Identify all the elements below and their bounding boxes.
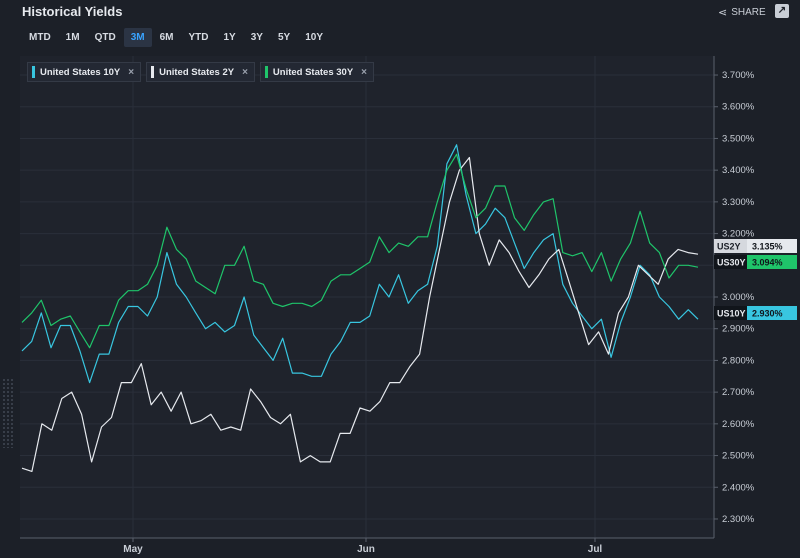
value-tag-us30y: US30Y 3.094% [714, 255, 797, 269]
tag-name-bg [714, 239, 747, 253]
legend-chip-us30y[interactable]: United States 30Y × [259, 62, 374, 82]
range-tab-mtd[interactable]: MTD [29, 32, 51, 43]
y-tick-label: 2.500% [722, 451, 755, 462]
series-line-us30y [21, 153, 699, 349]
x-tick-label: May [123, 544, 143, 555]
series-line-us2y [21, 156, 699, 472]
range-tab-1y[interactable]: 1Y [223, 32, 236, 43]
legend-chip-us10y[interactable]: United States 10Y × [27, 62, 142, 82]
range-tab-5y[interactable]: 5Y [277, 32, 291, 43]
y-tick-label: 2.400% [722, 482, 755, 493]
y-tick-label: 3.200% [722, 229, 755, 240]
tag-value-bg [747, 239, 797, 253]
close-icon[interactable]: × [242, 66, 248, 78]
y-tick-label: 3.400% [722, 165, 755, 176]
y-tick-label: 2.300% [722, 514, 755, 525]
share-button[interactable]: ⋖ SHARE [718, 6, 766, 19]
legend-swatch [32, 66, 35, 78]
x-tick-label: Jul [588, 544, 603, 555]
close-icon[interactable]: × [361, 66, 367, 78]
y-tick-label: 2.900% [722, 324, 755, 335]
tag-name-bg [714, 255, 747, 269]
tag-value-bg [747, 306, 797, 320]
legend: United States 10Y × United States 2Y × Unite… [27, 62, 374, 82]
y-tick-label: 2.700% [722, 387, 755, 398]
tag-value: 3.094% [752, 258, 783, 268]
y-tick-label: 2.800% [722, 355, 755, 366]
x-tick-label: Jun [357, 544, 375, 555]
expand-icon[interactable]: ↗ [775, 4, 789, 18]
legend-label: United States 2Y [159, 66, 235, 78]
value-tag-us2y: US2Y 3.135% [714, 239, 797, 253]
tag-name-bg [714, 306, 747, 320]
tag-name: US10Y [717, 309, 746, 319]
range-selector: MTD 1M QTD 3M 6M YTD 1Y 3Y 5Y 10Y [22, 28, 331, 47]
header: Historical Yields ⋖ SHARE ↗ [0, 0, 800, 26]
legend-swatch [151, 66, 155, 78]
share-icon: ⋖ [718, 7, 728, 19]
y-tick-label: 3.700% [722, 70, 755, 81]
legend-swatch [264, 66, 268, 78]
range-tab-1m[interactable]: 1M [65, 32, 80, 43]
y-tick-label: 3.300% [722, 197, 755, 208]
tag-value: 2.930% [752, 309, 783, 319]
tag-value: 3.135% [752, 242, 783, 252]
tag-name: US30Y [717, 258, 746, 268]
range-tab-ytd[interactable]: YTD [188, 32, 209, 43]
legend-label: United States 10Y [40, 66, 121, 78]
y-tick-label: 3.500% [722, 133, 755, 144]
series-line-us10y [21, 144, 699, 384]
page-title: Historical Yields [22, 4, 123, 19]
y-tick-label: 3.000% [722, 292, 755, 303]
range-tab-10y[interactable]: 10Y [305, 32, 323, 43]
y-tick-label: 2.600% [722, 419, 755, 430]
legend-label: United States 30Y [272, 66, 354, 78]
resize-handle[interactable] [2, 378, 14, 448]
value-tag-us10y: US10Y 2.930% [714, 306, 797, 320]
range-tab-3y[interactable]: 3Y [250, 32, 263, 43]
tag-value-bg [747, 255, 797, 269]
legend-chip-us2y[interactable]: United States 2Y × [146, 62, 255, 82]
close-icon[interactable]: × [128, 66, 135, 78]
range-tab-3m[interactable]: 3M [123, 28, 152, 47]
y-tick-label: 3.600% [722, 102, 755, 113]
range-tab-6m[interactable]: 6M [159, 32, 174, 43]
tag-name: US2Y [717, 242, 741, 252]
range-tab-qtd[interactable]: QTD [94, 32, 116, 43]
share-label: SHARE [731, 7, 766, 18]
